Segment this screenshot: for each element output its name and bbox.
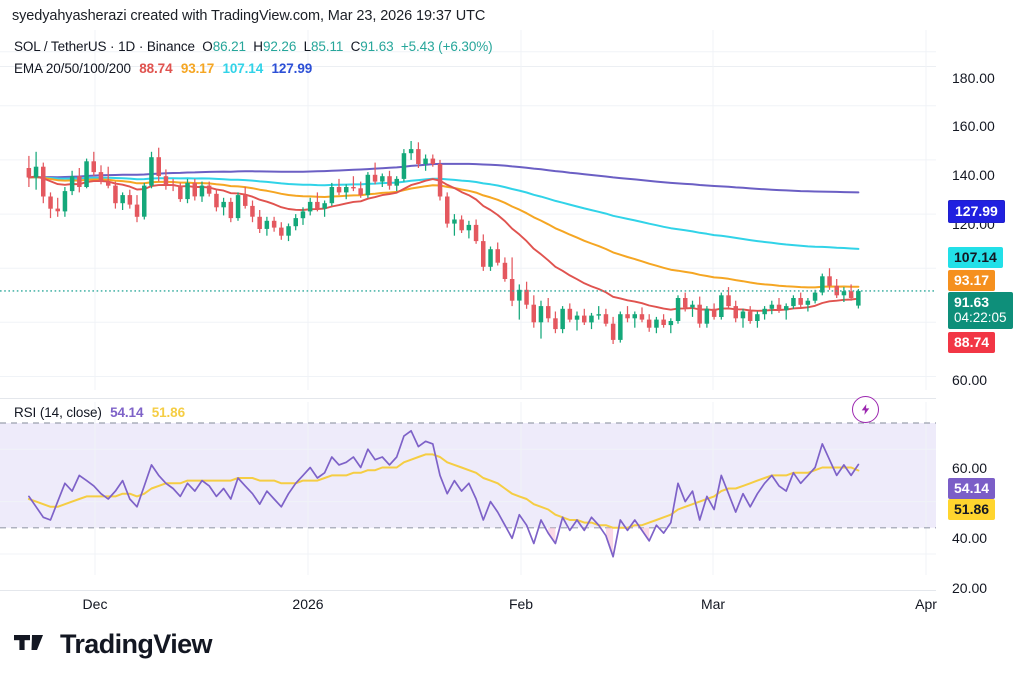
ema100-price-badge[interactable]: 107.14 <box>948 247 1003 268</box>
ohlc-high-value: 92.26 <box>262 39 297 54</box>
ohlc-open-value: 86.21 <box>212 39 246 54</box>
ohlc-close-value: 91.63 <box>360 39 394 54</box>
price-change: +5.43 <box>400 39 435 54</box>
symbol-legend[interactable]: SOL / TetherUS · 1D · Binance O86.21 H92… <box>14 39 493 54</box>
rsi-value-badge[interactable]: 54.14 <box>948 478 996 499</box>
rsi-value-badge-text: 54.14 <box>954 480 990 496</box>
time-axis[interactable]: Dec 2026 Feb Mar Apr <box>0 596 1024 626</box>
lightning-bolt-icon[interactable] <box>852 396 879 423</box>
symbol-exchange: Binance <box>146 39 195 54</box>
ema200-price-badge-text: 127.99 <box>955 203 998 219</box>
ohlc-open-key: O <box>202 39 213 54</box>
price-tick-60: 60.00 <box>952 372 988 388</box>
ema-legend[interactable]: EMA 20/50/100/200 88.74 93.17 107.14 127… <box>14 61 312 76</box>
ema50-price-badge[interactable]: 93.17 <box>948 270 996 291</box>
ohlc-high-key: H <box>253 39 263 54</box>
rsi-ma-value-badge-text: 51.86 <box>954 501 990 517</box>
rsi-plot <box>0 402 936 575</box>
symbol-name: SOL / TetherUS <box>14 39 107 54</box>
ema20-price-badge-text: 88.74 <box>954 334 990 350</box>
rsi-legend-title: RSI (14, close) <box>14 405 102 420</box>
rsi-tick-60: 60.00 <box>952 460 988 476</box>
price-axis[interactable]: 180.00 160.00 140.00 120.00 60.00 127.99… <box>936 30 1024 596</box>
rsi-tick-20: 20.00 <box>952 580 988 596</box>
ema50-price-badge-text: 93.17 <box>954 272 990 288</box>
ema100-value: 107.14 <box>222 61 264 76</box>
ohlc-low-key: L <box>303 39 312 54</box>
rsi-tick-40: 40.00 <box>952 530 988 546</box>
last-price-badge[interactable]: 91.63 04:22:05 <box>948 292 1013 329</box>
pane-divider <box>0 398 936 399</box>
price-tick-160: 160.00 <box>952 118 995 134</box>
ema20-value: 88.74 <box>139 61 173 76</box>
rsi-ma-value-badge[interactable]: 51.86 <box>948 499 996 520</box>
time-tick-dec: Dec <box>82 596 108 612</box>
time-tick-mar: Mar <box>700 596 726 612</box>
rsi-legend[interactable]: RSI (14, close) 54.14 51.86 <box>14 405 185 420</box>
bar-countdown-text: 04:22:05 <box>954 310 1007 325</box>
ema200-price-badge[interactable]: 127.99 <box>948 200 1005 223</box>
time-tick-2026: 2026 <box>292 596 324 612</box>
tradingview-logo[interactable]: TradingView <box>14 629 213 660</box>
tradingview-mark-icon <box>14 634 43 650</box>
last-price-badge-text: 91.63 <box>954 294 990 310</box>
ema20-price-badge[interactable]: 88.74 <box>948 332 996 353</box>
footer: TradingView <box>0 612 1024 677</box>
ema200-value: 127.99 <box>271 61 313 76</box>
price-plot <box>0 30 936 390</box>
symbol-interval: 1D <box>118 39 136 54</box>
tradingview-wordmark: TradingView <box>60 629 213 659</box>
price-tick-140: 140.00 <box>952 167 995 183</box>
price-change-percent: (+6.30%) <box>438 39 493 54</box>
rsi-pane[interactable]: RSI (14, close) 54.14 51.86 <box>0 402 936 575</box>
rsi-legend-value: 54.14 <box>110 405 144 420</box>
rsi-ma-legend-value: 51.86 <box>151 405 185 420</box>
price-pane[interactable]: SOL / TetherUS · 1D · Binance O86.21 H92… <box>0 30 936 390</box>
chart-frame: SOL / TetherUS · 1D · Binance O86.21 H92… <box>0 30 1024 612</box>
legend-sep-1: · <box>106 39 119 54</box>
legend-sep-2: · <box>135 39 147 54</box>
ema-legend-title: EMA 20/50/100/200 <box>14 61 131 76</box>
ema100-price-badge-text: 107.14 <box>954 249 997 265</box>
attribution-text: syedyahyasherazi created with TradingVie… <box>12 8 486 24</box>
ohlc-low-value: 85.11 <box>310 39 344 54</box>
chart-top-divider <box>0 66 936 67</box>
time-axis-divider <box>0 590 936 591</box>
time-tick-feb: Feb <box>508 596 534 612</box>
price-tick-180: 180.00 <box>952 70 995 86</box>
ohlc-close-key: C <box>350 39 361 54</box>
ema50-value: 93.17 <box>180 61 215 76</box>
time-tick-apr: Apr <box>915 596 937 612</box>
